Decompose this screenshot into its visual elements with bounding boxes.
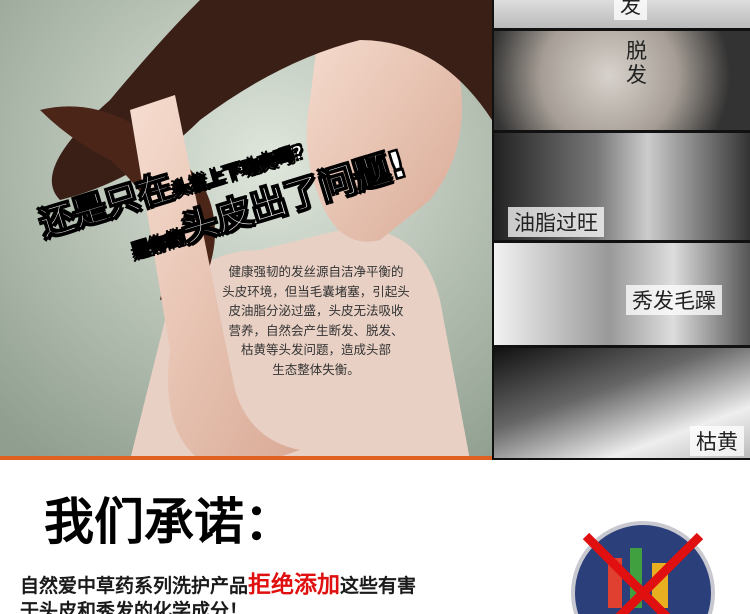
description-line: 枯黄等头发问题，造成头部 [240, 342, 391, 357]
slogan-text: 是你的 [129, 227, 188, 264]
description-line: 健康强韧的发丝源自洁净平衡的 [228, 264, 404, 279]
promise-highlight: 拒绝添加 [248, 572, 341, 598]
description-line: 生态整体失衡。 [272, 361, 360, 377]
panel-label: 枯黄 [690, 426, 744, 456]
panel-label: 发 [614, 0, 647, 20]
hero-photo [0, 0, 492, 460]
panel-label: 脱发 [626, 39, 647, 87]
panel-label: 秀发毛躁 [626, 285, 722, 315]
description-line: 头皮环境，但当毛囊堵塞，引起头 [222, 283, 410, 299]
promise-text: 自然爱中草药系列洗护产品 [20, 575, 249, 597]
panel: 脱发 [494, 31, 750, 130]
promise-title: 我们承诺： [44, 493, 294, 551]
promise-text: 这些有害 [340, 575, 417, 597]
no-chemicals-icon [571, 521, 715, 614]
panel-label: 油脂过旺 [508, 207, 604, 237]
panel: 油脂过旺 [494, 133, 750, 240]
promise-line: 自然爱中草药系列洗护产品拒绝添加这些有害 [20, 565, 416, 599]
description-line: 皮油脂分泌过盛，头皮无法吸收 [228, 303, 404, 318]
description: 健康强韧的发丝源自洁净平衡的 头皮环境，但当毛囊堵塞，引起头 皮油脂分泌过盛，头皮无… [196, 262, 436, 379]
panel: 发 [494, 0, 750, 28]
promise-line: 于头皮和秀发的化学成分！ [20, 600, 249, 614]
panel: 秀发毛躁 [494, 243, 750, 345]
description-line: 营养，自然会产生断发、脱发、 [228, 322, 404, 338]
panel: 枯黄 [494, 348, 750, 458]
